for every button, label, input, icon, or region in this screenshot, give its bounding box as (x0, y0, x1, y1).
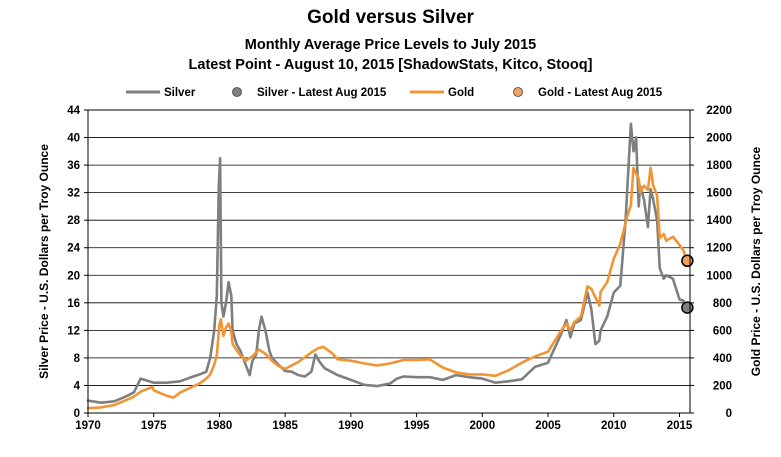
x-tick-label: 2005 (535, 420, 561, 432)
right-tick-label: 1200 (706, 243, 732, 255)
right-tick-label: 200 (713, 380, 732, 392)
legend-gold-latest-label: Gold - Latest Aug 2015 (538, 87, 663, 99)
legend-silver-latest: Silver - Latest Aug 2015 (232, 87, 387, 99)
x-axis-ticks: 1970 1975 1980 1985 1990 1995 2000 2005 2010 2015 (75, 413, 693, 432)
x-tick-label: 1990 (338, 420, 364, 432)
series-line-silver (86, 122, 689, 405)
right-tick-label: 400 (713, 353, 732, 365)
left-tick-label: 24 (67, 243, 80, 255)
left-tick-label: 28 (67, 215, 80, 227)
x-tick-label: 1975 (141, 420, 167, 432)
chart-title: Gold versus Silver (307, 7, 474, 28)
right-tick-label: 0 (726, 408, 732, 420)
x-tick-label: 1980 (207, 420, 233, 432)
right-tick-label: 800 (713, 298, 732, 310)
series-line-gold (86, 166, 689, 410)
left-axis-ticks: 0 4 8 12 16 20 24 28 32 36 40 44 (67, 105, 88, 420)
series-layer (86, 122, 694, 410)
legend-gold-latest-swatch (513, 87, 523, 97)
x-tick-label: 1995 (404, 420, 430, 432)
left-tick-label: 44 (67, 105, 80, 117)
silver-latest-marker (681, 301, 694, 314)
right-tick-label: 1000 (706, 270, 732, 282)
right-tick-label: 2000 (706, 133, 732, 145)
right-tick-label: 600 (713, 325, 732, 337)
chart-subtitle-1: Monthly Average Price Levels to July 201… (244, 37, 537, 53)
right-tick-label: 1600 (706, 188, 732, 200)
left-tick-label: 36 (67, 160, 80, 172)
legend-silver-latest-label: Silver - Latest Aug 2015 (257, 87, 387, 99)
legend-gold-latest: Gold - Latest Aug 2015 (513, 87, 663, 99)
left-tick-label: 8 (74, 353, 81, 365)
gridlines (88, 137, 690, 386)
left-axis-label: Silver Price - U.S. Dollars per Troy Oun… (37, 144, 51, 379)
legend-gold: Gold (410, 87, 474, 99)
left-tick-label: 16 (67, 298, 80, 310)
x-tick-label: 2015 (667, 420, 693, 432)
chart-subtitle-2: Latest Point - August 10, 2015 [ShadowSt… (188, 57, 593, 73)
right-tick-label: 2200 (706, 105, 732, 117)
left-tick-label: 20 (67, 270, 80, 282)
legend-silver-latest-swatch (232, 87, 242, 97)
legend-gold-label: Gold (448, 87, 474, 99)
right-tick-label: 1400 (706, 215, 732, 227)
x-tick-label: 2000 (470, 420, 496, 432)
x-tick-label: 1970 (75, 420, 101, 432)
legend: Silver Silver - Latest Aug 2015 Gold Gold -… (126, 87, 663, 99)
left-tick-label: 40 (67, 133, 80, 145)
legend-silver: Silver (126, 87, 196, 99)
left-tick-label: 4 (74, 380, 81, 392)
left-tick-label: 12 (67, 325, 80, 337)
x-tick-label: 1985 (272, 420, 298, 432)
right-axis-label: Gold Price - U.S. Dollars per Troy Ounce (749, 146, 763, 376)
x-tick-label: 2010 (601, 420, 627, 432)
plot-frame (87, 109, 691, 414)
legend-silver-label: Silver (164, 87, 196, 99)
left-tick-label: 0 (74, 408, 80, 420)
left-tick-label: 32 (67, 188, 80, 200)
right-tick-label: 1800 (706, 160, 732, 172)
right-axis-ticks: 0 200 400 600 800 1000 1200 1400 1600 1800 2000 220… (690, 105, 732, 420)
gold-latest-marker (681, 254, 694, 268)
